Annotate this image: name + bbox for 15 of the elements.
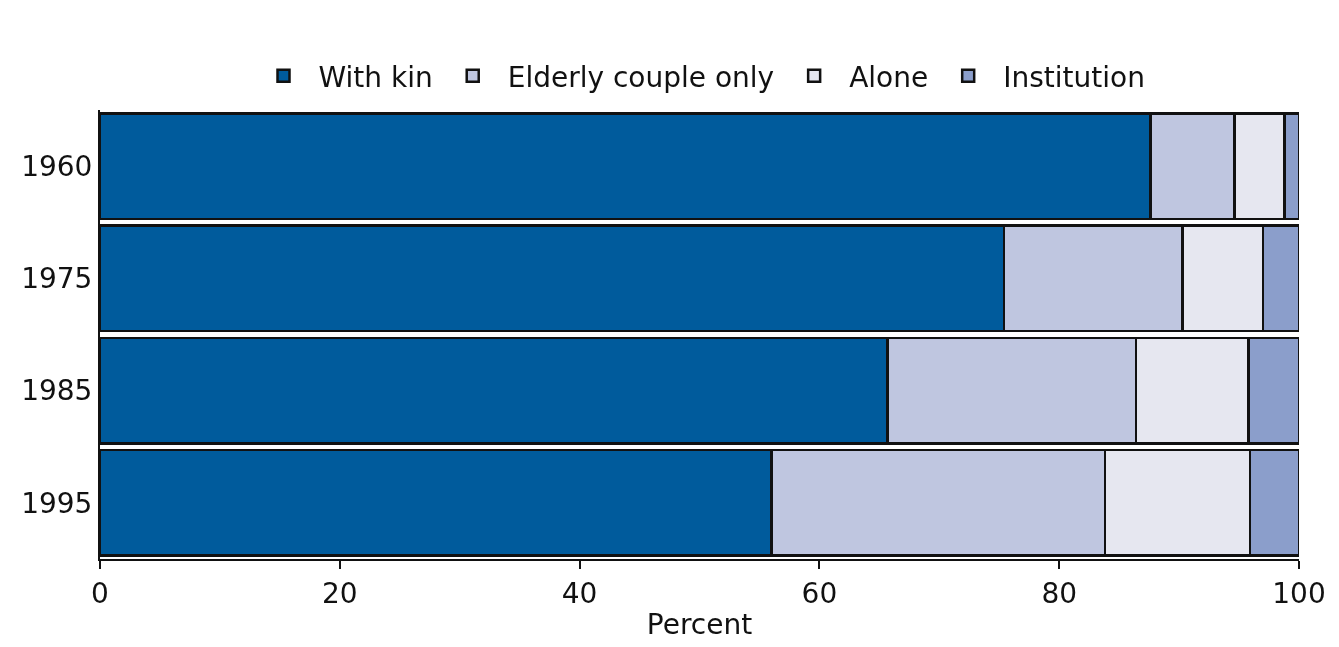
x-tick-label: 0: [91, 576, 109, 610]
x-tick-label: 40: [561, 576, 598, 610]
x-tick-label: 80: [1041, 576, 1078, 610]
legend-label: Elderly couple only: [507, 60, 775, 94]
legend-label: With kin: [318, 60, 433, 94]
y-tick-label: 1975: [21, 262, 93, 296]
y-tick-label: 1985: [21, 374, 93, 408]
x-tick-label: 20: [321, 576, 358, 610]
legend-label: Institution: [1003, 60, 1145, 94]
x-axis-title: Percent: [646, 608, 753, 642]
x-tick-label: 100: [1272, 576, 1326, 610]
legend-label: Alone: [849, 60, 929, 94]
y-tick-label: 1960: [21, 149, 93, 183]
y-tick-label: 1995: [21, 486, 93, 520]
x-tick-label: 60: [801, 576, 838, 610]
